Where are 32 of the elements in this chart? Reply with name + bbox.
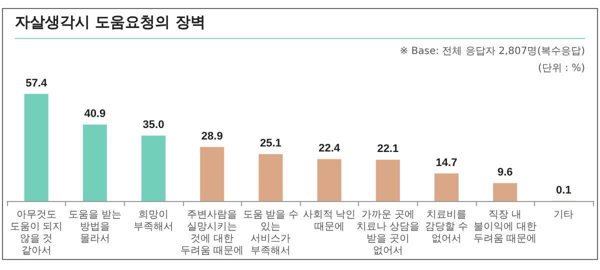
data-label: 22.4 <box>318 142 341 155</box>
x-tick-label: 아무것도 도움이 되지 않을 것 같아서 <box>10 210 63 256</box>
data-label: 40.9 <box>84 108 106 120</box>
bar <box>493 183 518 201</box>
bar <box>376 160 400 201</box>
x-tick-label: 치료비를 감당할 수 없어서 <box>425 210 468 244</box>
bar <box>142 136 166 201</box>
bar <box>200 147 224 201</box>
data-label: 14.7 <box>436 157 458 170</box>
chart-title: 자살생각시 도움요청의 장벽 <box>15 13 206 32</box>
x-tick-label: 도움을 받는 방법을 몰라서 <box>68 210 122 244</box>
x-tick-label: 직장 내 불이익에 대한 두려움 때문에 <box>474 210 536 244</box>
bar <box>434 174 458 201</box>
bar <box>317 159 342 201</box>
text: (단위 : %) <box>536 62 585 76</box>
x-tick-label: 도움 받을 수 있는 서비스가 부족해서 <box>242 210 298 256</box>
x-tick-label: 주변사람을 실망시키는 것에 대한 두려움 때문에 <box>180 210 244 256</box>
text: ※ Base: 전체 응답자 2,807명(복수응답) <box>400 45 585 59</box>
x-tick-label: 가까운 곳에 치료나 상담을 받을 곳이 없어서 <box>356 210 420 256</box>
data-label: 57.4 <box>26 77 48 90</box>
x-tick-label: 사회적 낙인 때문에 <box>302 210 356 232</box>
data-label: 28.9 <box>201 130 223 143</box>
data-label: 25.1 <box>260 138 282 150</box>
bar <box>82 124 107 201</box>
bar <box>24 94 48 201</box>
x-tick-label: 희망이 부족해서 <box>134 210 174 232</box>
bar <box>258 154 283 201</box>
data-label: 9.6 <box>497 166 513 179</box>
data-label: 35.0 <box>142 119 164 132</box>
data-label: 0.1 <box>556 184 572 196</box>
x-tick-label: 기타 <box>554 210 574 220</box>
data-label: 22.1 <box>377 143 399 156</box>
